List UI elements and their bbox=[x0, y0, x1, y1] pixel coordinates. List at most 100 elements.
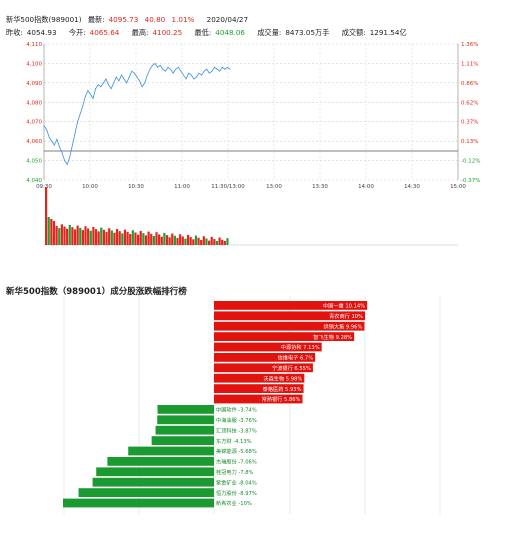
volume-bar bbox=[200, 239, 203, 245]
rank-bar-down bbox=[107, 457, 214, 466]
rank-bar-down bbox=[92, 477, 214, 487]
volume-bar bbox=[126, 231, 129, 245]
rank-label-up: 中源协和 7.13% bbox=[281, 343, 320, 351]
volume-bar bbox=[144, 235, 148, 245]
rank-label-down: 紫金矿业 -8.04% bbox=[216, 478, 257, 486]
rank-label-up: 宁波银行 6.55% bbox=[272, 364, 311, 372]
latest-label: 最新: bbox=[87, 15, 105, 24]
price-point bbox=[172, 72, 174, 74]
rank-bar-up bbox=[214, 301, 368, 310]
quote-date: 2020/04/27 bbox=[206, 15, 249, 24]
price-point bbox=[224, 68, 226, 70]
price-point bbox=[51, 140, 53, 142]
volume-bar bbox=[171, 233, 174, 245]
price-point bbox=[121, 74, 122, 76]
y-tick-right: 1.36% bbox=[461, 42, 478, 48]
volume-bar bbox=[215, 241, 219, 245]
volume-bar bbox=[173, 235, 176, 245]
volume-bar bbox=[179, 234, 182, 245]
change-value: 40.80 bbox=[144, 15, 166, 24]
price-point bbox=[216, 68, 218, 70]
volume-bar bbox=[115, 228, 119, 245]
volume-bar bbox=[150, 233, 153, 245]
volume-label: 成交量: bbox=[257, 28, 282, 37]
price-point bbox=[69, 156, 71, 158]
price-point bbox=[56, 138, 58, 140]
y-tick-left: 4,080 bbox=[26, 100, 42, 106]
volume-bar bbox=[192, 239, 195, 245]
volume-bar bbox=[102, 229, 106, 245]
volume-bar bbox=[123, 229, 127, 245]
price-point bbox=[64, 160, 66, 161]
rank-bar-down bbox=[157, 415, 214, 425]
rank-label-up: 泰格医药 5.93% bbox=[263, 385, 302, 393]
intraday-chart: 4,110 1.36% 4,100 1.11% 4,090 0.86% 4,080 0.62%… bbox=[26, 42, 480, 246]
volume-bar bbox=[73, 229, 77, 245]
volume-bar bbox=[165, 235, 169, 245]
index-name: 新华500指数(989001) bbox=[6, 15, 82, 24]
rank-bar-down bbox=[96, 467, 214, 477]
volume-bar bbox=[134, 232, 137, 245]
volume-bar bbox=[129, 234, 132, 245]
price-point bbox=[203, 70, 205, 72]
price-point bbox=[208, 72, 210, 74]
high-label: 最高: bbox=[131, 28, 149, 37]
volume-bar bbox=[97, 231, 100, 245]
price-point bbox=[167, 66, 169, 68]
rank-label-down: 恒力股份 -8.97% bbox=[216, 489, 257, 497]
volume-bar bbox=[152, 236, 155, 245]
rank-bar-down bbox=[128, 446, 214, 456]
volume-bar bbox=[213, 239, 216, 245]
volume-bar bbox=[181, 236, 184, 245]
rank-bar-up bbox=[214, 311, 365, 321]
x-tick: 10:30 bbox=[128, 184, 144, 190]
volume-bar bbox=[221, 239, 224, 245]
price-point bbox=[82, 105, 84, 107]
price-point bbox=[183, 74, 184, 76]
price-point bbox=[185, 78, 187, 80]
rank-bar-up bbox=[214, 363, 313, 373]
low-label: 最低: bbox=[194, 28, 212, 37]
price-point bbox=[110, 88, 112, 90]
price-point bbox=[43, 125, 45, 126]
volume-bar bbox=[226, 238, 229, 245]
prev-close-value: 4054.93 bbox=[26, 28, 57, 37]
rank-label-up: 沃森生物 5.98% bbox=[263, 374, 302, 382]
y-tick-left: 4,050 bbox=[26, 159, 42, 165]
price-point bbox=[92, 98, 94, 99]
volume-bar bbox=[147, 231, 150, 245]
volume-bar bbox=[118, 231, 121, 245]
volume-bar bbox=[60, 224, 63, 245]
price-point bbox=[149, 68, 151, 70]
price-point bbox=[61, 152, 63, 154]
price-point bbox=[113, 82, 115, 84]
y-tick-right: -0.37% bbox=[461, 178, 480, 184]
volume-bar bbox=[110, 230, 113, 245]
volume-bar bbox=[142, 233, 145, 245]
volume-bar bbox=[194, 235, 198, 245]
price-point bbox=[100, 86, 102, 88]
change-percent: 1.01% bbox=[171, 15, 195, 24]
y-tick-right: 1.11% bbox=[461, 61, 478, 67]
volume-bar bbox=[155, 232, 158, 245]
volume-bar bbox=[207, 240, 211, 245]
volume-bar bbox=[45, 187, 48, 245]
rank-label-down: 中海油服 -3.76% bbox=[216, 416, 257, 424]
rank-label-up: 信维电子 6.7% bbox=[278, 354, 314, 362]
y-tick-left: 4,110 bbox=[26, 42, 42, 48]
high-value: 4100.25 bbox=[152, 28, 183, 37]
volume-bar bbox=[131, 230, 134, 245]
price-point bbox=[206, 68, 208, 70]
price-point bbox=[77, 121, 78, 123]
price-point bbox=[115, 76, 117, 78]
x-tick: 10:00 bbox=[82, 184, 98, 190]
price-point bbox=[134, 72, 135, 74]
price-point bbox=[74, 132, 76, 134]
volume-bar bbox=[210, 236, 213, 245]
x-tick: 13:30 bbox=[312, 184, 328, 190]
rank-bar-down bbox=[78, 488, 214, 497]
price-point bbox=[126, 82, 128, 84]
price-point bbox=[59, 146, 60, 148]
price-point bbox=[146, 74, 148, 76]
volume-bar bbox=[205, 238, 208, 245]
